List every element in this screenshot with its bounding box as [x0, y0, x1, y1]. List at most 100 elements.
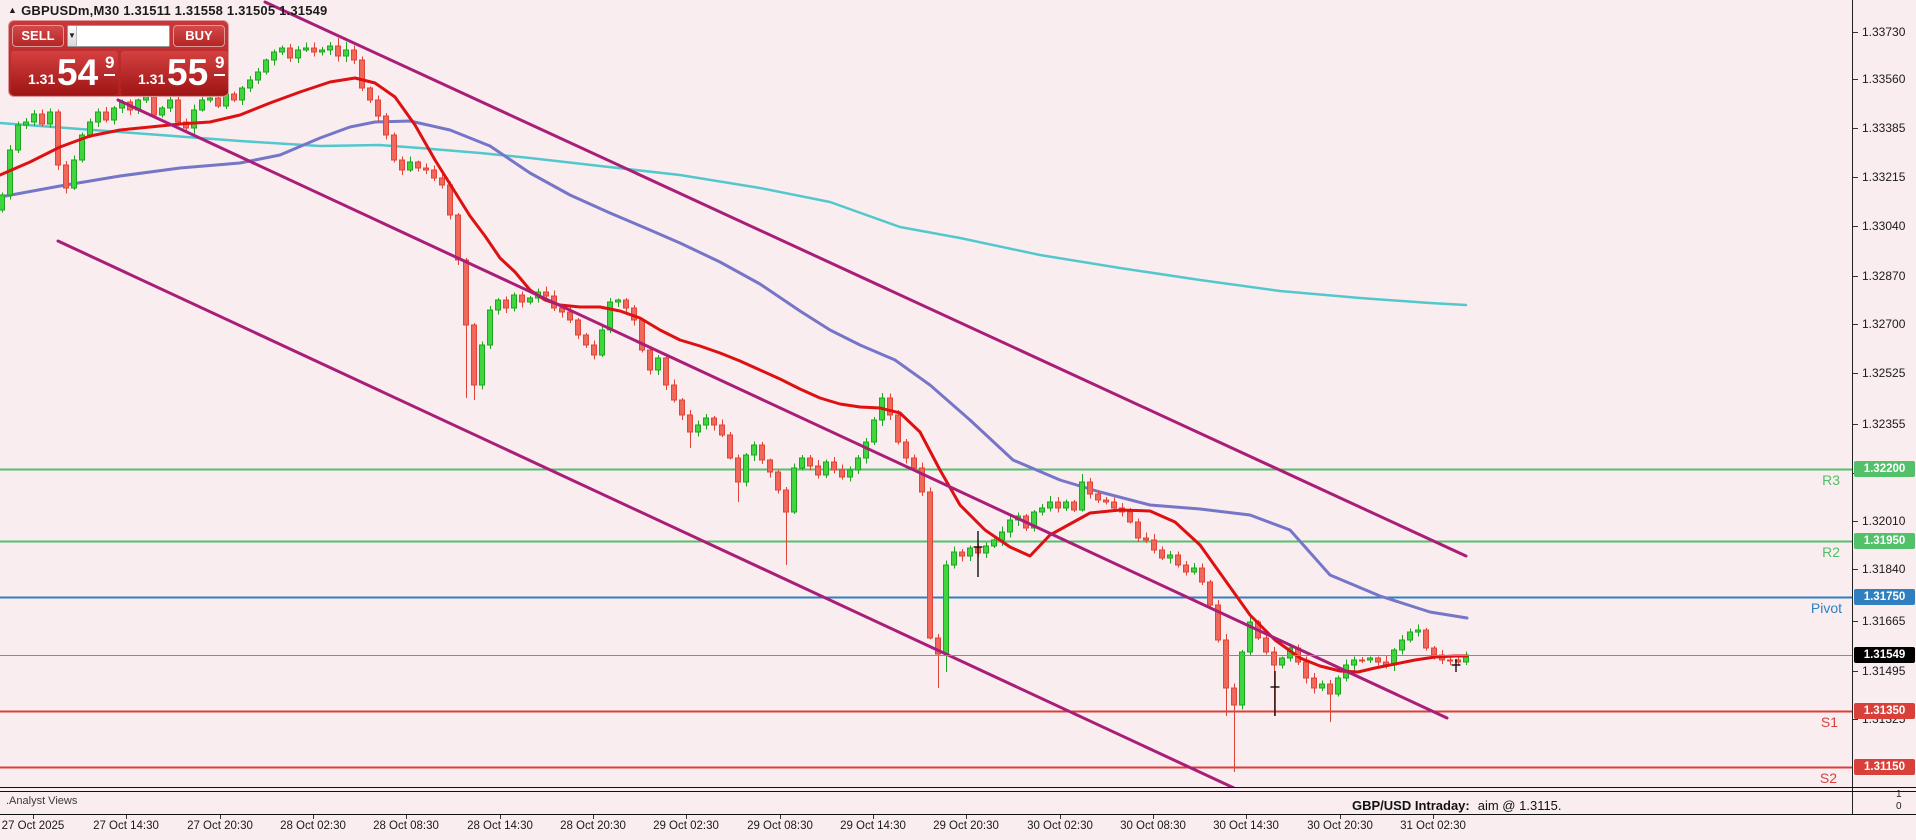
- candle: [1055, 501, 1061, 509]
- price-badge-pivot: 1.31750: [1854, 589, 1915, 605]
- time-label: 30 Oct 20:30: [1307, 820, 1373, 832]
- candle: [0, 194, 5, 211]
- candle: [615, 299, 621, 303]
- candle: [15, 124, 21, 151]
- candle: [1167, 554, 1173, 559]
- candle: [1135, 521, 1141, 539]
- intraday-note: GBP/USD Intraday: aim @ 1.3115.: [1352, 798, 1562, 815]
- candle: [991, 539, 997, 547]
- candle: [383, 115, 389, 136]
- candle: [815, 465, 821, 476]
- subwindow-scale-top: 1: [1896, 789, 1902, 800]
- candle: [471, 324, 477, 386]
- candle: [407, 161, 413, 171]
- volume-decrease-button[interactable]: ▼: [68, 25, 77, 46]
- candle: [431, 169, 437, 179]
- price-tick: [1853, 276, 1858, 277]
- candle: [1399, 639, 1405, 651]
- candle: [335, 45, 341, 57]
- candle: [1127, 511, 1133, 523]
- candle: [911, 457, 917, 469]
- time-label: 27 Oct 2025: [1, 820, 65, 832]
- candle: [831, 461, 837, 471]
- candle: [575, 319, 581, 336]
- candle: [1175, 554, 1181, 566]
- candle: [847, 469, 853, 478]
- time-label: 30 Oct 02:30: [1027, 820, 1093, 832]
- candle: [855, 457, 861, 471]
- candle: [295, 49, 301, 59]
- candle: [31, 113, 37, 123]
- price-label: 1.31495: [1862, 664, 1906, 678]
- candle: [719, 424, 725, 436]
- buy-button[interactable]: BUY: [173, 24, 225, 47]
- candle: [1239, 651, 1245, 706]
- candle: [247, 79, 253, 89]
- chart-canvas[interactable]: [0, 0, 1852, 788]
- candle: [807, 457, 813, 467]
- time-axis[interactable]: 27 Oct 2025 27 Oct 14:30 27 Oct 20:30 28 Oc…: [0, 815, 1916, 840]
- candle: [511, 294, 517, 309]
- candle: [1143, 537, 1149, 541]
- time-label: 28 Oct 14:30: [467, 820, 533, 832]
- candle: [319, 49, 325, 53]
- candle: [1247, 621, 1253, 653]
- candle: [1151, 539, 1157, 551]
- candle: [191, 109, 197, 129]
- candle: [103, 111, 109, 121]
- price-tick: [1853, 226, 1858, 227]
- candle: [655, 357, 661, 371]
- price-tick: [1853, 671, 1858, 672]
- sell-button[interactable]: SELL: [12, 24, 64, 47]
- candle: [895, 414, 901, 443]
- candle: [375, 99, 381, 117]
- time-tick: [686, 815, 687, 819]
- one-click-trade-panel: SELL ▼ ▲ BUY 1.31 54 9 1.31 55 9: [8, 20, 229, 97]
- candle: [1351, 659, 1357, 666]
- candle: [687, 414, 693, 433]
- candle: [1215, 604, 1221, 641]
- candle: [439, 177, 445, 186]
- buy-price-big: 55: [167, 52, 209, 93]
- time-tick: [593, 815, 594, 819]
- ma-slow-cyan: [0, 121, 1468, 307]
- time-tick: [1060, 815, 1061, 819]
- price-axis[interactable]: 1.33730 1.33560 1.33385 1.33215 1.33040 1.328…: [1853, 0, 1916, 815]
- candle: [391, 134, 397, 161]
- buy-price-small: 1.31: [138, 71, 166, 87]
- level-label-r3: R3: [1822, 472, 1840, 488]
- candle: [175, 99, 181, 123]
- candle: [455, 214, 461, 261]
- price-tick: [1853, 324, 1858, 325]
- candle: [599, 329, 605, 356]
- price-badge-s1: 1.31350: [1854, 703, 1915, 719]
- candle: [215, 97, 221, 107]
- candle: [583, 334, 589, 346]
- candle: [1407, 631, 1413, 641]
- candle: [239, 87, 245, 101]
- time-label: 30 Oct 08:30: [1120, 820, 1186, 832]
- volume-input[interactable]: [76, 25, 169, 46]
- time-tick: [1433, 815, 1434, 819]
- candle: [1375, 657, 1381, 663]
- candle: [935, 637, 941, 655]
- candle: [311, 47, 317, 53]
- candle: [367, 87, 373, 101]
- sell-price-tile[interactable]: 1.31 54 9: [11, 51, 118, 95]
- candle: [1423, 629, 1429, 649]
- intraday-note-title: GBP/USD Intraday:: [1352, 798, 1470, 813]
- candle: [1271, 651, 1277, 666]
- time-tick: [1246, 815, 1247, 819]
- candle: [1007, 519, 1013, 533]
- time-tick: [220, 815, 221, 819]
- price-label: 1.32525: [1862, 366, 1906, 380]
- candle: [327, 45, 333, 51]
- buy-price-tile[interactable]: 1.31 55 9: [121, 51, 228, 95]
- candle: [1367, 657, 1373, 661]
- analyst-views-label: .Analyst Views: [6, 795, 78, 807]
- price-label: 1.32355: [1862, 417, 1906, 431]
- candle: [623, 299, 629, 309]
- subwindow-splitter[interactable]: [0, 791, 1916, 792]
- price-badge-r2: 1.31950: [1854, 533, 1915, 549]
- candle: [87, 121, 93, 136]
